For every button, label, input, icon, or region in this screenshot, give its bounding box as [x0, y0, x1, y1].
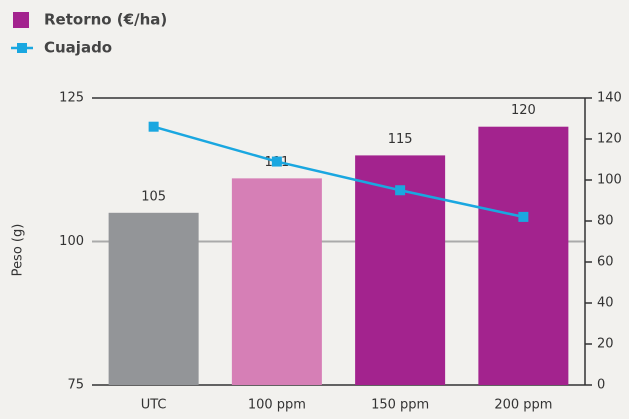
y2-tick-label: 120: [597, 132, 622, 147]
line-marker: [518, 211, 529, 222]
y2-tick-label: 40: [597, 296, 614, 311]
x-tick-label: 100 ppm: [248, 398, 306, 413]
y-tick-label: 125: [59, 91, 84, 106]
y-axis-label: Peso (g): [11, 224, 26, 277]
bar: [108, 212, 199, 385]
bar: [231, 178, 322, 385]
y2-tick-label: 80: [597, 214, 614, 229]
bar-value-label: 115: [388, 132, 413, 147]
line: [153, 125, 524, 219]
y2-tick-label: 20: [597, 337, 614, 352]
y2-tick-label: 0: [597, 378, 605, 393]
x-tick-label: 150 ppm: [371, 398, 429, 413]
x-tick-label: 200 ppm: [494, 398, 552, 413]
x-tick-label: UTC: [141, 398, 167, 413]
bar-value-label: 120: [511, 103, 536, 118]
bar-value-label: 105: [141, 189, 166, 204]
y2-tick-label: 100: [597, 173, 622, 188]
line-marker: [271, 156, 282, 167]
y-tick-label: 100: [59, 234, 84, 249]
legend-swatch: [17, 43, 27, 53]
y2-tick-label: 140: [597, 91, 622, 106]
y2-tick-label: 60: [597, 255, 614, 270]
line-marker: [395, 185, 406, 196]
legend-label: Cuajado: [44, 39, 112, 57]
legend-label: Retorno (€/ha): [44, 11, 167, 29]
line-marker: [148, 121, 159, 132]
y-tick-label: 75: [67, 378, 84, 393]
legend-swatch: [13, 12, 29, 28]
bar: [478, 126, 569, 385]
